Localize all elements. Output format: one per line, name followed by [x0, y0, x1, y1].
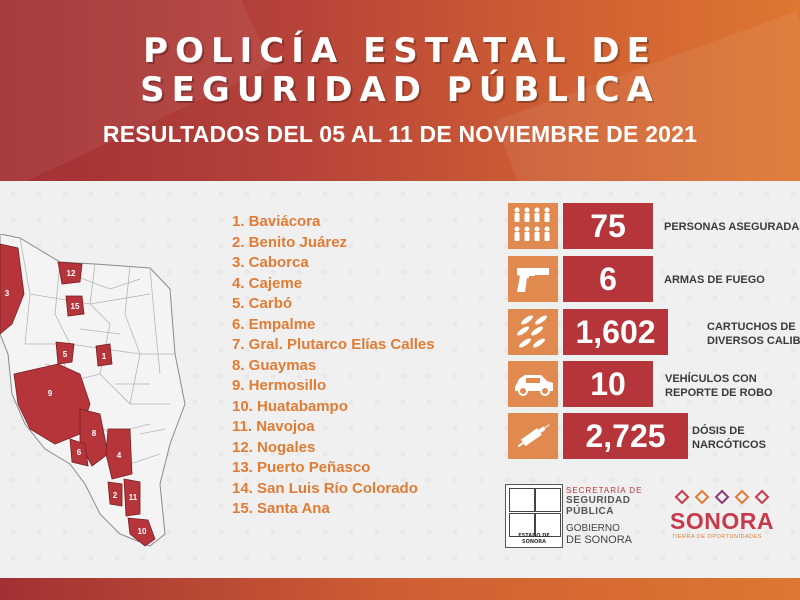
region-4: [105, 428, 133, 480]
stat-label-vehicles-1: VEHÍCULOS CON: [665, 373, 757, 385]
list-item: 2. Benito Juárez: [232, 233, 348, 251]
state-seal-logo: ESTADO DE SONORA: [505, 484, 563, 548]
map-label-11: 11: [129, 493, 138, 502]
state-outline: [0, 234, 186, 547]
people-icon: [508, 203, 558, 249]
map-label-9: 9: [48, 389, 53, 398]
sonora-tagline: TIERRA DE OPORTUNIDADES: [672, 534, 762, 540]
region-10: [127, 517, 156, 547]
region-1: [95, 343, 113, 367]
list-item: 11. Navojoa: [232, 418, 315, 435]
header-banner: POLICÍA ESTATAL DE SEGURIDAD PÚBLICA RES…: [0, 0, 800, 181]
pistol-icon: [508, 256, 558, 302]
syringe-icon: [508, 413, 558, 459]
stat-label-vehicles-2: REPORTE DE ROBO: [665, 387, 773, 399]
region-11: [123, 478, 141, 517]
page-subtitle: RESULTADOS DEL 05 AL 11 DE NOVIEMBRE DE …: [102, 121, 698, 147]
map-label-5: 5: [63, 350, 68, 359]
cartridges-icon: [508, 309, 558, 355]
region-5: [55, 341, 75, 365]
list-item: 3. Caborca: [232, 254, 309, 271]
map-label-4: 4: [117, 451, 122, 460]
region-6: [69, 438, 89, 467]
stat-label-persons: PERSONAS ASEGURADAS: [664, 221, 800, 233]
list-item: 12. Nogales: [232, 438, 316, 456]
region-3: [0, 243, 25, 335]
map-label-2: 2: [113, 491, 118, 500]
map-label-8: 8: [92, 429, 97, 438]
list-item: 6. Empalme: [232, 315, 316, 333]
ssp-logo: SECRETARÍA DE SEGURIDAD PÚBLICA GOBIERNO…: [566, 486, 646, 546]
page-title-line1: POLICÍA ESTATAL DE: [143, 31, 657, 71]
stat-label-firearms: ARMAS DE FUEGO: [664, 274, 765, 286]
sonora-logo-text: SONORA: [670, 508, 774, 534]
stat-value-vehicles: 10: [563, 361, 653, 407]
list-item: 10. Huatabampo: [232, 397, 348, 415]
region-2: [107, 481, 123, 507]
stat-label-narcotics-2: NARCÓTICOS: [692, 439, 766, 451]
gov-line2: DE SONORA: [566, 534, 633, 546]
stat-label-cartridges-1: CARTUCHOS DE: [707, 321, 796, 333]
ssp-line3: PÚBLICA: [566, 506, 614, 517]
map-label-15: 15: [71, 302, 80, 311]
sonora-map: 12 3 15 5 1 9 8 6 4 2 11 10: [0, 234, 186, 547]
list-item: 15. Santa Ana: [232, 500, 330, 517]
map-label-1: 1: [102, 352, 107, 361]
list-item: 9. Hermosillo: [232, 377, 327, 394]
list-item: 5. Carbó: [232, 295, 293, 312]
ssp-line2: SEGURIDAD: [566, 495, 631, 506]
stat-label-cartridges-2: DIVERSOS CALIBRES: [707, 335, 800, 347]
list-item: 8. Guaymas: [232, 356, 317, 374]
car-icon: [508, 361, 558, 407]
seal-text: ESTADO DE SONORA: [518, 533, 550, 545]
region-15: [65, 295, 85, 317]
stat-value-firearms: 6: [563, 256, 653, 302]
list-item: 14. San Luis Río Colorado: [232, 479, 418, 497]
map-label-10: 10: [138, 527, 147, 536]
region-9: [13, 363, 91, 445]
stat-value-persons: 75: [563, 203, 653, 249]
sonora-ornament-icon: [674, 489, 770, 505]
gov-line1: GOBIERNO: [566, 523, 620, 534]
map-label-6: 6: [77, 448, 82, 457]
footer-bar: [0, 578, 800, 600]
municipality-list: 1. Baviácora 2. Benito Juárez 3. Caborca…: [232, 212, 435, 520]
stat-label-narcotics-1: DÓSIS DE: [692, 425, 745, 437]
list-item: 1. Baviácora: [232, 213, 321, 230]
region-12: [57, 261, 83, 285]
map-label-3: 3: [5, 289, 10, 298]
stat-value-cartridges: 1,602: [563, 309, 668, 355]
list-item: 13. Puerto Peñasco: [232, 459, 371, 476]
list-item: 4. Cajeme: [232, 274, 303, 292]
page-title-line2: SEGURIDAD PÚBLICA: [140, 70, 660, 110]
map-label-12: 12: [67, 269, 76, 278]
list-item: 7. Gral. Plutarco Elías Calles: [232, 336, 435, 353]
region-8: [79, 408, 109, 467]
stat-value-narcotics: 2,725: [563, 413, 688, 459]
ssp-line1: SECRETARÍA DE: [566, 486, 643, 495]
